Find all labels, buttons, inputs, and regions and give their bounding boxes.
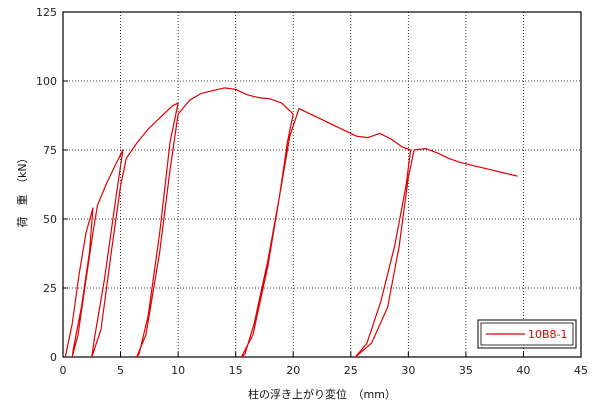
x-tick-label: 10 [171,364,185,377]
y-tick-label: 75 [43,144,57,157]
gridlines [63,12,581,357]
y-tick-label: 50 [43,213,57,226]
legend-box-outer [477,319,577,349]
plot-area [62,11,582,358]
x-tick-label: 35 [459,364,473,377]
x-tick-label: 45 [574,364,588,377]
y-tick-label: 125 [36,6,57,19]
series-group [64,87,518,358]
x-axis-ticks: 0 5 10 15 20 25 30 35 40 45 [60,352,588,377]
y-tick-label: 100 [36,75,57,88]
series-line-10B8-1 [64,87,518,358]
x-tick-label: 0 [60,364,67,377]
y-tick-label: 0 [50,351,57,364]
x-tick-label: 25 [344,364,358,377]
y-tick-label: 25 [43,282,57,295]
x-tick-label: 30 [401,364,415,377]
y-axis-ticks: 0 25 50 75 100 125 [36,6,68,364]
legend-box-inner [480,322,574,346]
x-axis-title: 柱の浮き上がり変位 （mm） [248,387,396,401]
y-axis-title: 荷 重 （kN） [15,152,29,227]
x-tick-label: 15 [229,364,243,377]
x-tick-label: 40 [516,364,530,377]
legend: 10B8-1 [477,319,577,349]
legend-label: 10B8-1 [528,328,568,341]
x-tick-label: 20 [286,364,300,377]
x-tick-label: 5 [117,364,124,377]
